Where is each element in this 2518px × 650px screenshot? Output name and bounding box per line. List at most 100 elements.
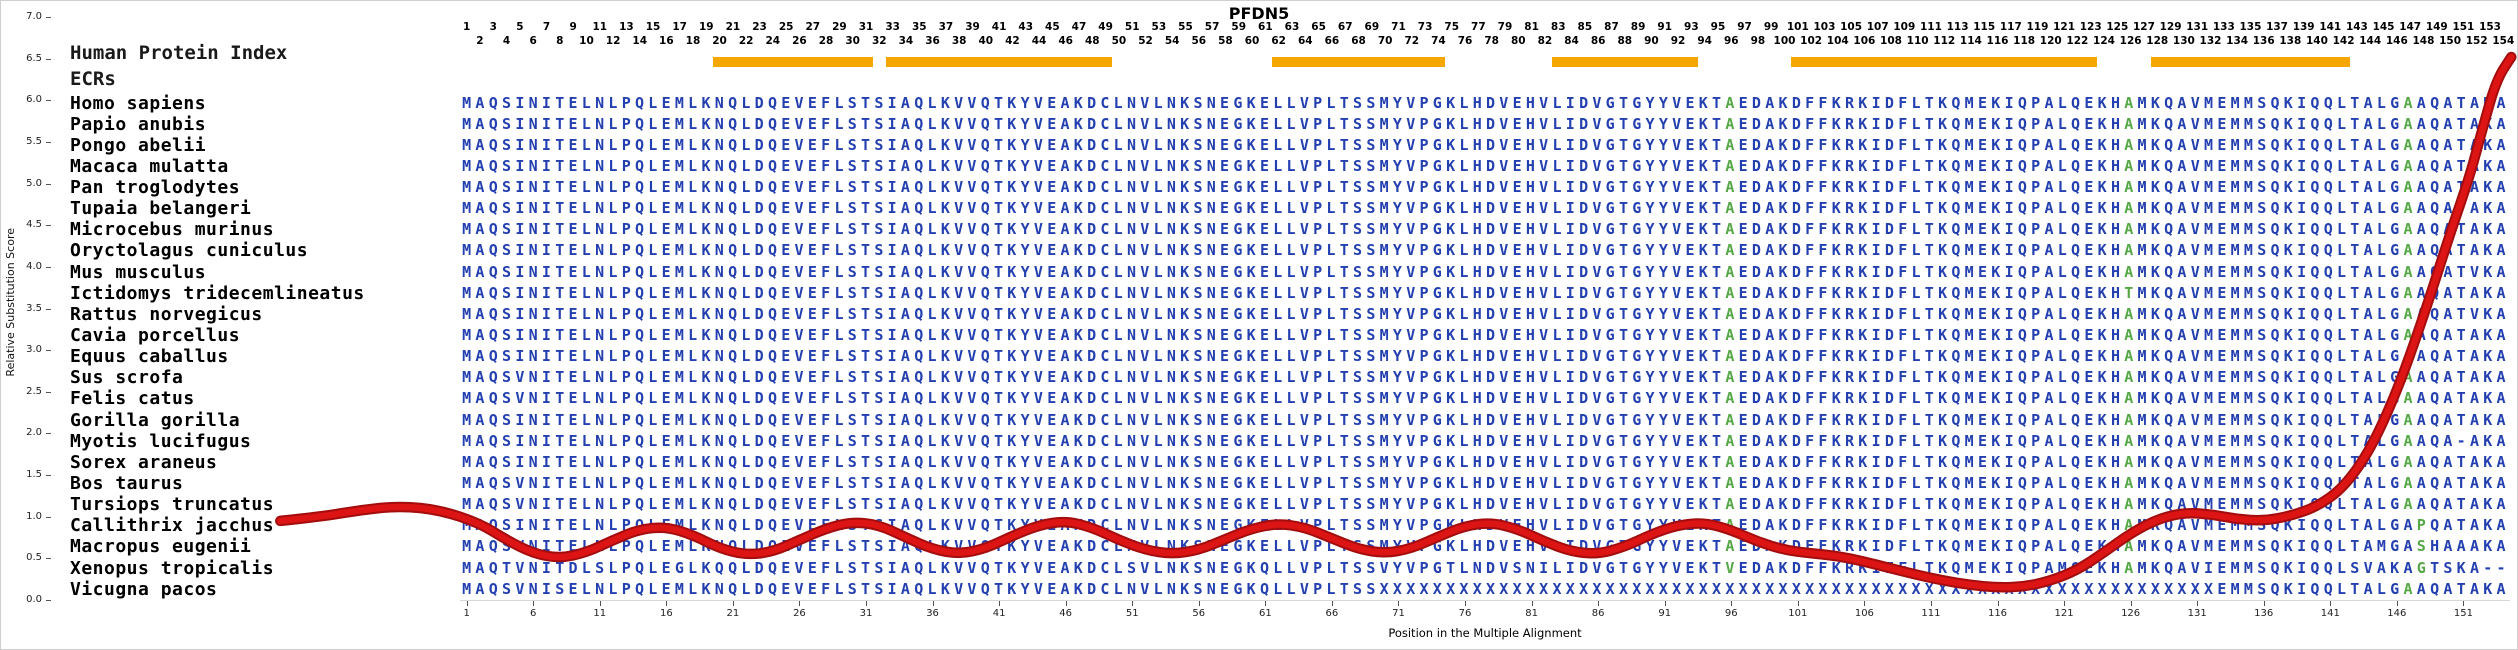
residue: E (1685, 558, 1695, 577)
residue: D (1485, 410, 1496, 429)
residue: L (1113, 579, 1123, 598)
residue: T (555, 326, 565, 345)
position-number: 22 (738, 35, 754, 47)
residue: L (1326, 347, 1336, 366)
residue: I (541, 389, 551, 408)
residue: E (661, 241, 671, 260)
residue: E (1047, 495, 1057, 514)
residue: A (2416, 283, 2426, 302)
residue: S (1353, 347, 1363, 366)
residue: K (1991, 558, 2001, 577)
residue: M (674, 262, 684, 281)
residue: S (502, 431, 512, 450)
residue: E (568, 304, 578, 323)
residue: I (1871, 135, 1881, 154)
residue: L (1459, 220, 1469, 239)
residue: V (1539, 241, 1549, 260)
residue: V (794, 135, 804, 154)
x-axis-tick-mark (2396, 601, 2398, 606)
residue: V (1672, 93, 1682, 112)
residue: E (1512, 452, 1522, 471)
residue: E (781, 431, 791, 450)
residue: H (1525, 368, 1535, 387)
residue: D (1485, 262, 1496, 281)
residue: Q (2071, 495, 2081, 514)
residue: P (621, 368, 631, 387)
residue: R (1845, 114, 1855, 133)
residue: G (2390, 114, 2400, 133)
residue: L (1273, 114, 1283, 133)
residue: S (1353, 410, 1363, 429)
residue: A (2044, 241, 2054, 260)
residue: P (621, 431, 631, 450)
position-number: 153 (2479, 21, 2501, 33)
residue: F (1898, 220, 1908, 239)
residue: Q (634, 220, 645, 239)
residue: L (1273, 93, 1283, 112)
residue: N (1206, 304, 1216, 323)
residue: Q (2323, 558, 2333, 577)
residue: A (475, 93, 485, 112)
residue: S (874, 347, 884, 366)
residue: E (2084, 347, 2094, 366)
residue: S (874, 389, 884, 408)
residue: S (1193, 241, 1203, 260)
residue: T (2456, 283, 2466, 302)
residue: A (1725, 368, 1735, 387)
residue: N (1166, 389, 1176, 408)
residue: E (807, 579, 817, 598)
residue: K (940, 474, 950, 493)
residue: P (2416, 516, 2426, 535)
residue: F (821, 93, 831, 112)
residue: E (1977, 135, 1987, 154)
residue: Q (2164, 135, 2174, 154)
residue: F (1818, 135, 1828, 154)
residue: A (2177, 326, 2187, 345)
residue: L (834, 537, 844, 556)
residue: M (674, 93, 684, 112)
residue: E (568, 326, 578, 345)
residue: M (2230, 135, 2240, 154)
residue: L (648, 262, 658, 281)
residue: Q (1951, 262, 1961, 281)
residue: T (2456, 495, 2466, 514)
residue: K (1991, 156, 2001, 175)
residue: H (2110, 156, 2120, 175)
residue: S (1366, 156, 1376, 175)
residue: T (994, 93, 1004, 112)
residue: E (2217, 474, 2227, 493)
residue: E (1977, 114, 1987, 133)
residue: L (1286, 579, 1296, 598)
residue: L (1153, 558, 1163, 577)
residue: K (1180, 537, 1190, 556)
residue: E (1738, 558, 1748, 577)
residue: V (1539, 516, 1549, 535)
residue: T (1618, 368, 1628, 387)
residue: Q (2323, 516, 2333, 535)
residue: K (701, 199, 711, 218)
residue: I (541, 326, 551, 345)
residue: Y (1645, 537, 1655, 556)
residue: A (2496, 93, 2506, 112)
residue: L (1113, 93, 1123, 112)
residue: K (1831, 452, 1841, 471)
residue: A (2469, 368, 2479, 387)
residue: E (1685, 199, 1695, 218)
residue: L (648, 579, 658, 598)
residue: G (1632, 347, 1642, 366)
residue: L (608, 368, 618, 387)
residue: K (2097, 558, 2107, 577)
residue: Q (488, 220, 498, 239)
residue: E (2217, 347, 2227, 366)
residue: M (462, 283, 472, 302)
residue: N (1166, 452, 1176, 471)
residue: V (967, 389, 977, 408)
residue: K (1073, 452, 1083, 471)
residue: L (741, 114, 751, 133)
residue: S (2257, 389, 2267, 408)
residue: K (1246, 347, 1256, 366)
residue: M (674, 347, 684, 366)
residue: K (2483, 495, 2493, 514)
residue: C (1100, 326, 1110, 345)
residue: L (1286, 347, 1296, 366)
